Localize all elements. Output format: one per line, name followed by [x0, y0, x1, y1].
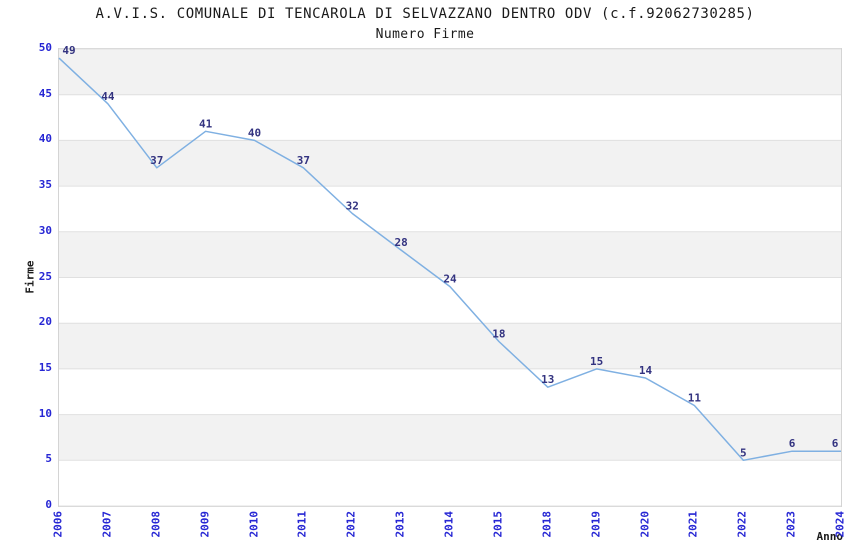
x-tick-label: 2013: [393, 511, 407, 538]
x-tick-label: 2014: [442, 511, 456, 538]
point-value-label: 28: [394, 236, 407, 249]
x-tick-label: 2020: [638, 511, 652, 538]
x-tick-label: 2019: [589, 511, 603, 538]
point-value-label: 18: [492, 328, 505, 341]
y-tick-label: 50: [38, 41, 52, 54]
chart-title: A.V.I.S. COMUNALE DI TENCAROLA DI SELVAZ…: [95, 6, 755, 22]
x-tick-label: 2012: [344, 511, 358, 538]
x-tick-label: 2008: [149, 511, 163, 538]
point-value-label: 37: [297, 154, 310, 167]
point-value-label: 14: [639, 364, 653, 377]
x-tick-label: 2006: [51, 511, 65, 538]
plot-band: [59, 231, 841, 278]
x-tick-label: 2021: [686, 511, 700, 538]
plot-band: [59, 49, 841, 95]
plot-area: 49 44 37 41 40 37 32 28 24 18 13 15 14 11 5 6 6: [58, 44, 842, 507]
plot-band: [59, 140, 841, 187]
point-value-label: 6: [789, 437, 796, 450]
point-value-label: 40: [248, 126, 261, 139]
y-tick-label: 45: [38, 87, 52, 100]
y-tick-label: 15: [38, 361, 52, 374]
y-tick-label: 20: [38, 315, 52, 328]
x-tick-label: 2011: [295, 511, 309, 538]
y-tick-label: 30: [38, 224, 52, 237]
point-value-label: 44: [101, 90, 115, 103]
x-tick-label: 2023: [784, 511, 798, 538]
plot-band: [59, 414, 841, 461]
x-tick-label: 2018: [540, 511, 554, 538]
y-tick-label: 25: [38, 270, 52, 283]
plot-band: [59, 323, 841, 369]
point-value-label: 41: [199, 117, 213, 130]
line-chart: 49 44 37 41 40 37 32 28 24 18 13 15 14 11 5 6 6: [58, 44, 841, 507]
point-value-label: 5: [740, 446, 747, 459]
chart-subtitle: Numero Firme: [375, 27, 475, 42]
point-value-label: 37: [150, 154, 163, 167]
point-value-label: 49: [62, 44, 75, 57]
point-value-label: 11: [688, 392, 702, 405]
point-value-label: 32: [346, 200, 359, 213]
point-value-label: 6: [832, 437, 839, 450]
y-tick-label: 40: [38, 132, 52, 145]
line-series: [58, 57, 841, 462]
x-tick-label: 2015: [491, 511, 505, 538]
y-tick-label: 10: [38, 407, 52, 420]
y-tick-label: 0: [45, 498, 52, 511]
point-value-label: 24: [443, 273, 457, 286]
x-tick-label: 2009: [198, 511, 212, 538]
x-tick-label: 2022: [735, 511, 749, 538]
point-value-label: 13: [541, 373, 554, 386]
x-tick-label: 2007: [100, 511, 114, 538]
x-axis-label: Anno: [816, 530, 844, 543]
x-tick-label: 2024: [833, 511, 847, 538]
point-value-label: 15: [590, 355, 603, 368]
y-tick-label: 5: [45, 452, 52, 465]
y-tick-label: 35: [38, 178, 52, 191]
x-tick-label: 2010: [247, 511, 261, 538]
